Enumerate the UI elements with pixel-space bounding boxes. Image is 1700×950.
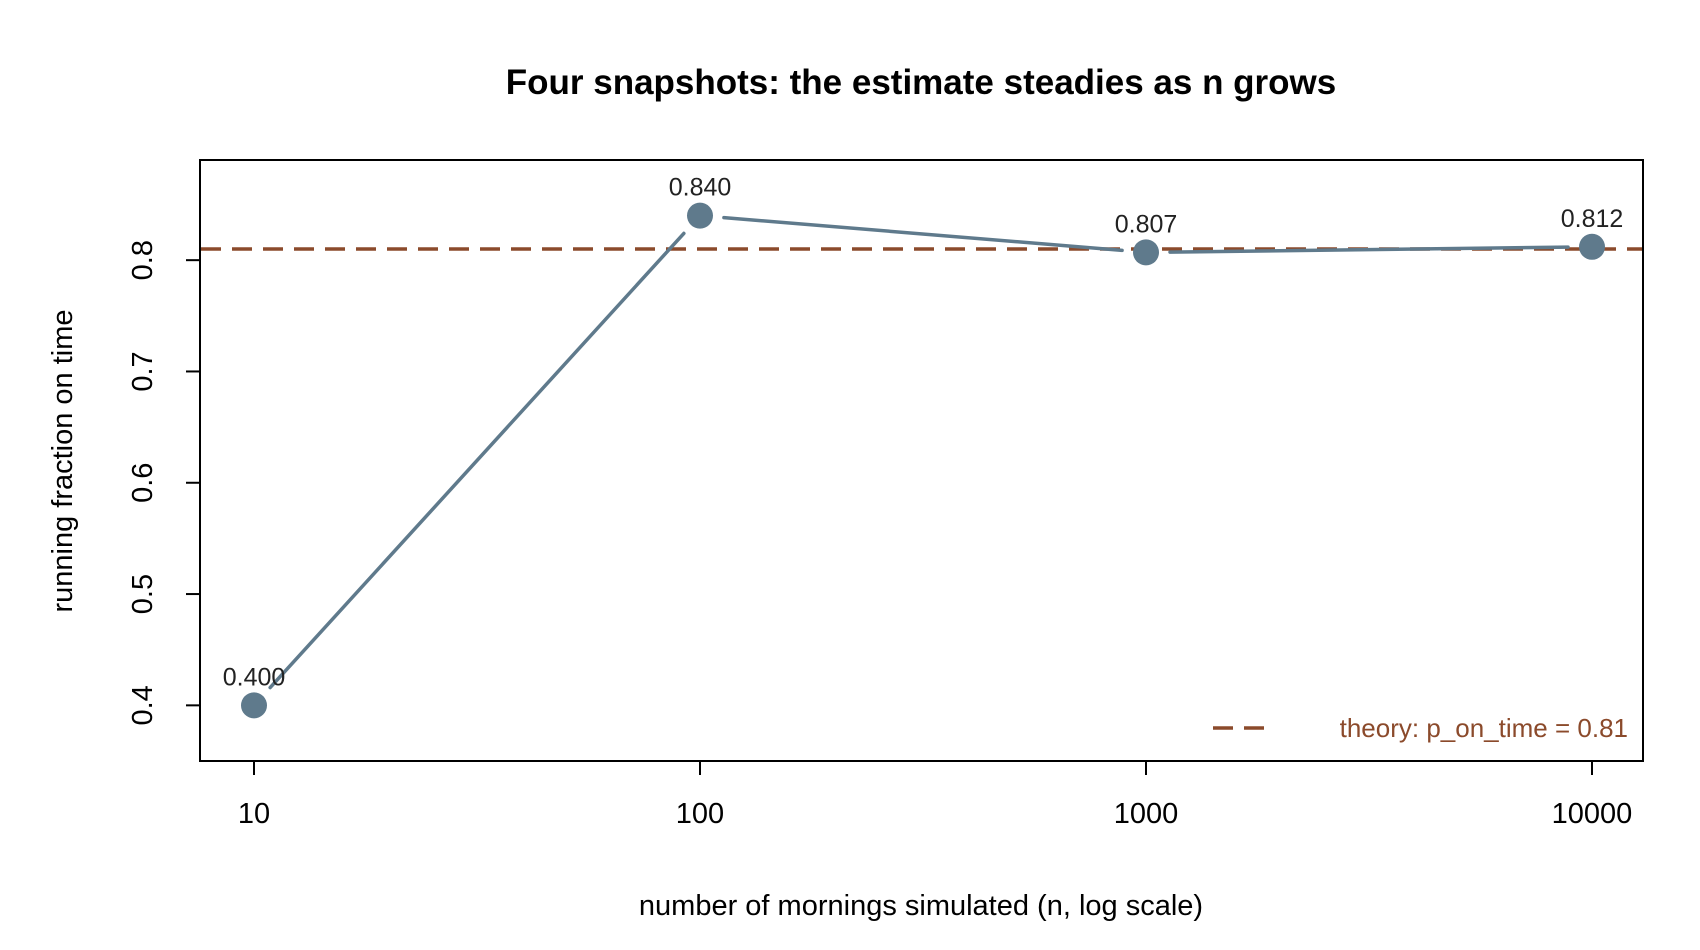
series-layer: 0.400 0.840 0.807 0.812	[223, 174, 1624, 719]
y-axis-label: running fraction on time	[47, 309, 79, 612]
x-tick-label: 100	[676, 798, 724, 830]
y-tick-label: 0.5	[127, 574, 159, 614]
x-axis-label: number of mornings simulated (n, log sca…	[639, 890, 1203, 922]
series-line-segment	[722, 215, 1124, 253]
legend: theory: p_on_time = 0.81	[1213, 713, 1628, 743]
x-tick-label: 10	[238, 798, 270, 830]
data-label: 0.807	[1115, 210, 1178, 238]
y-axis: 0.4 0.5 0.6 0.7 0.8	[127, 240, 200, 726]
data-label: 0.400	[223, 663, 286, 691]
chart-title: Four snapshots: the estimate steadies as…	[506, 63, 1337, 102]
series-line-segment	[1168, 245, 1570, 254]
x-tick-label: 1000	[1114, 798, 1179, 830]
plot-frame	[199, 159, 1644, 762]
data-point	[1579, 233, 1605, 260]
series-line-segment	[268, 231, 686, 690]
x-tick-label: 10000	[1552, 798, 1633, 830]
data-point	[687, 202, 713, 229]
x-axis: 10 100 1000 10000	[238, 761, 1632, 830]
data-label: 0.840	[669, 174, 732, 202]
data-point	[1133, 239, 1159, 266]
y-tick-label: 0.8	[127, 240, 159, 280]
y-tick-label: 0.7	[127, 351, 159, 391]
data-label: 0.812	[1561, 205, 1624, 233]
y-tick-label: 0.4	[127, 685, 159, 725]
data-point	[241, 692, 267, 719]
legend-label: theory: p_on_time = 0.81	[1340, 713, 1628, 743]
y-tick-label: 0.6	[127, 463, 159, 503]
